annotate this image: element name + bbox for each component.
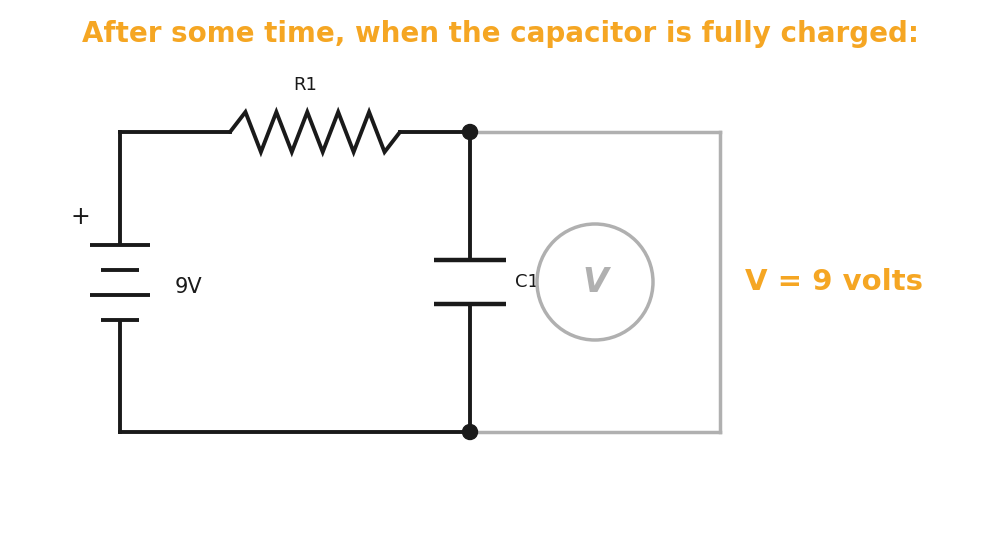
- Text: C1: C1: [515, 273, 539, 291]
- Text: R1: R1: [293, 76, 317, 94]
- Text: +: +: [70, 205, 90, 229]
- Text: After some time, when the capacitor is fully charged:: After some time, when the capacitor is f…: [82, 20, 918, 48]
- Text: 9V: 9V: [175, 277, 203, 297]
- Text: V: V: [582, 266, 608, 299]
- Circle shape: [462, 125, 478, 139]
- Text: V = 9 volts: V = 9 volts: [745, 268, 923, 296]
- Circle shape: [462, 424, 478, 440]
